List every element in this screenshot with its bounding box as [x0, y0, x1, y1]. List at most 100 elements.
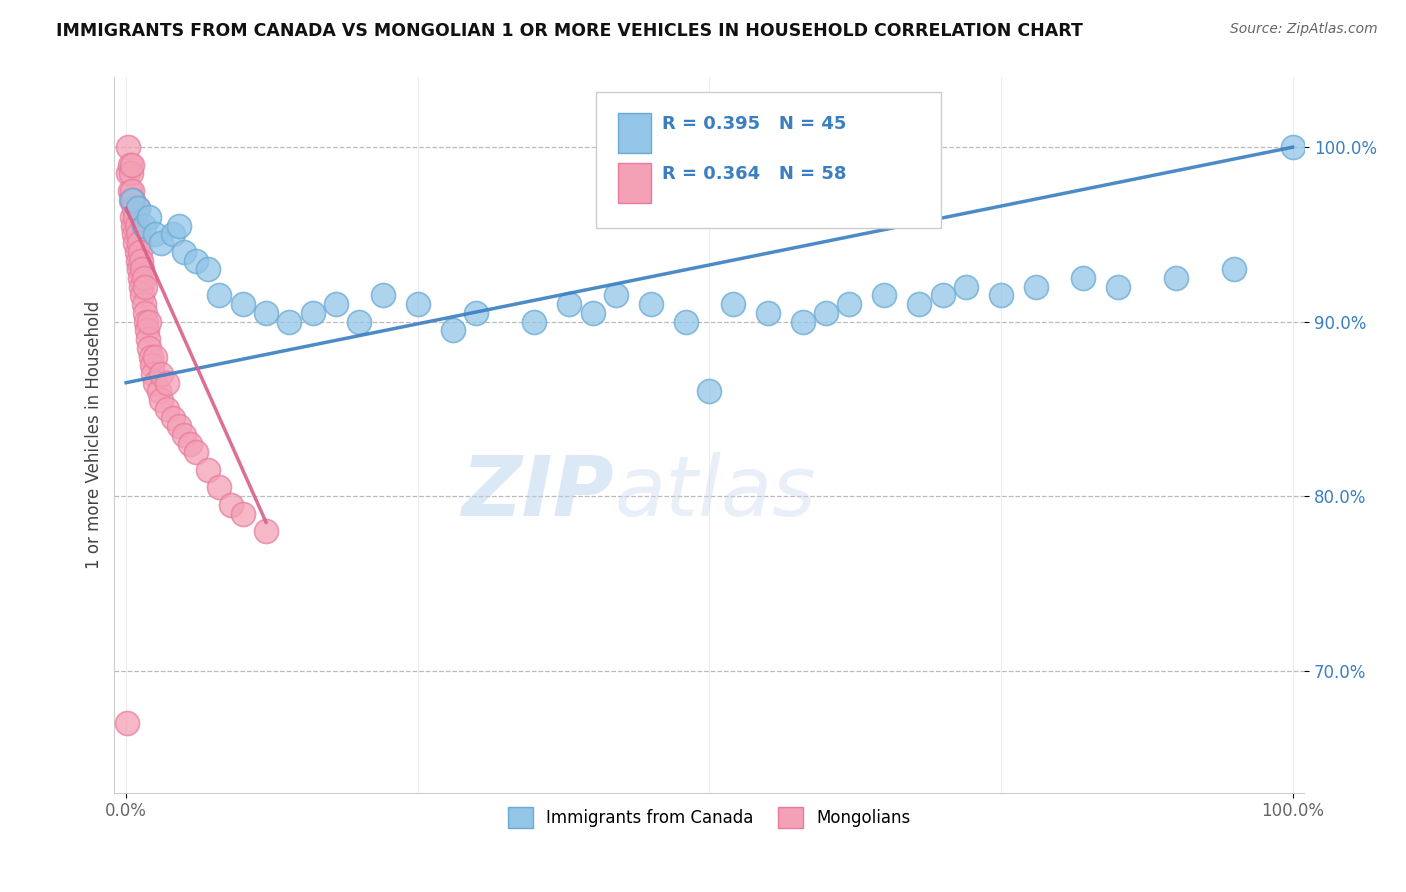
- Point: [640, 297, 662, 311]
- Point: [128, 236, 150, 251]
- Point: [129, 253, 152, 268]
- Point: [814, 306, 837, 320]
- Point: [150, 236, 173, 251]
- Point: [184, 253, 207, 268]
- Point: [122, 193, 145, 207]
- Point: [136, 323, 159, 337]
- Point: [1281, 140, 1303, 154]
- Point: [125, 219, 148, 233]
- Point: [197, 262, 219, 277]
- Point: [143, 376, 166, 390]
- Text: atlas: atlas: [614, 451, 815, 533]
- Point: [115, 715, 138, 730]
- Point: [150, 393, 173, 408]
- Point: [138, 315, 160, 329]
- Point: [156, 376, 179, 390]
- Point: [792, 315, 814, 329]
- Point: [873, 288, 896, 302]
- Point: [122, 227, 145, 242]
- Point: [1164, 271, 1187, 285]
- Point: [167, 419, 190, 434]
- Point: [118, 184, 141, 198]
- Point: [134, 306, 156, 320]
- Point: [117, 166, 139, 180]
- Point: [121, 184, 143, 198]
- Point: [371, 288, 394, 302]
- Point: [197, 463, 219, 477]
- Point: [141, 358, 163, 372]
- Point: [184, 445, 207, 459]
- Point: [1071, 271, 1094, 285]
- Point: [132, 297, 155, 311]
- Point: [129, 271, 152, 285]
- Point: [148, 384, 170, 399]
- Point: [138, 210, 160, 224]
- Point: [558, 297, 581, 311]
- Point: [156, 401, 179, 416]
- Point: [150, 367, 173, 381]
- Point: [131, 262, 153, 277]
- Point: [232, 507, 254, 521]
- Point: [301, 306, 323, 320]
- Text: Source: ZipAtlas.com: Source: ZipAtlas.com: [1230, 22, 1378, 37]
- Point: [697, 384, 720, 399]
- Point: [441, 323, 464, 337]
- Point: [605, 288, 627, 302]
- FancyBboxPatch shape: [596, 92, 942, 227]
- Text: R = 0.364   N = 58: R = 0.364 N = 58: [662, 165, 846, 183]
- Point: [139, 350, 162, 364]
- Point: [121, 193, 143, 207]
- Point: [908, 297, 931, 311]
- Point: [122, 219, 145, 233]
- Point: [128, 262, 150, 277]
- Point: [122, 201, 145, 215]
- Point: [838, 297, 860, 311]
- Point: [129, 279, 152, 293]
- Point: [143, 227, 166, 242]
- Point: [118, 158, 141, 172]
- Point: [125, 244, 148, 259]
- Point: [179, 436, 201, 450]
- Point: [120, 166, 142, 180]
- Point: [675, 315, 697, 329]
- FancyBboxPatch shape: [617, 113, 651, 153]
- Text: IMMIGRANTS FROM CANADA VS MONGOLIAN 1 OR MORE VEHICLES IN HOUSEHOLD CORRELATION : IMMIGRANTS FROM CANADA VS MONGOLIAN 1 OR…: [56, 22, 1083, 40]
- Point: [756, 306, 779, 320]
- Point: [127, 227, 149, 242]
- Point: [132, 219, 155, 233]
- Point: [142, 367, 165, 381]
- FancyBboxPatch shape: [617, 163, 651, 202]
- Point: [121, 210, 143, 224]
- Point: [465, 306, 488, 320]
- Point: [208, 480, 231, 494]
- Point: [135, 315, 157, 329]
- Point: [219, 498, 242, 512]
- Point: [232, 297, 254, 311]
- Point: [162, 227, 184, 242]
- Point: [1223, 262, 1246, 277]
- Point: [1025, 279, 1047, 293]
- Point: [124, 236, 146, 251]
- Y-axis label: 1 or more Vehicles in Household: 1 or more Vehicles in Household: [86, 301, 103, 569]
- Point: [162, 410, 184, 425]
- Point: [127, 201, 149, 215]
- Point: [208, 288, 231, 302]
- Point: [131, 288, 153, 302]
- Legend: Immigrants from Canada, Mongolians: Immigrants from Canada, Mongolians: [501, 801, 918, 834]
- Point: [117, 140, 139, 154]
- Point: [173, 244, 195, 259]
- Point: [406, 297, 429, 311]
- Point: [121, 158, 143, 172]
- Point: [167, 219, 190, 233]
- Point: [254, 524, 277, 538]
- Point: [990, 288, 1012, 302]
- Point: [132, 271, 155, 285]
- Point: [955, 279, 977, 293]
- Point: [124, 210, 146, 224]
- Point: [349, 315, 371, 329]
- Point: [143, 350, 166, 364]
- Text: ZIP: ZIP: [461, 451, 614, 533]
- Point: [136, 332, 159, 346]
- Text: R = 0.395   N = 45: R = 0.395 N = 45: [662, 115, 846, 133]
- Point: [1107, 279, 1129, 293]
